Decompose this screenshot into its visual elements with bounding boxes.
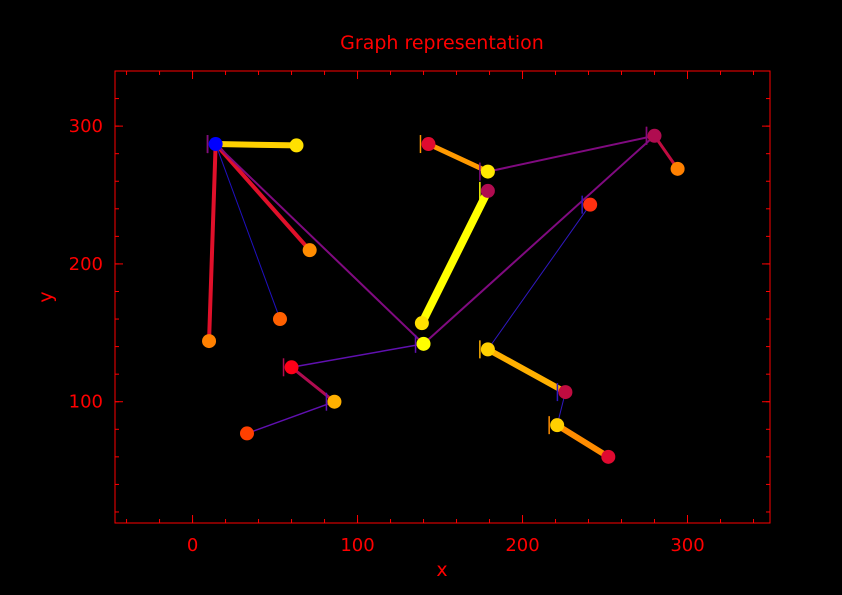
graph-nodes xyxy=(202,128,685,464)
graph-edge xyxy=(487,204,591,350)
graph-node xyxy=(670,161,685,176)
graph-node xyxy=(327,394,342,409)
graph-node xyxy=(414,316,429,331)
graph-edge xyxy=(422,134,656,345)
y-tick-label: 100 xyxy=(69,392,103,413)
y-axis-label: y xyxy=(35,291,57,302)
graph-edge xyxy=(246,400,336,435)
graph-edge xyxy=(213,142,312,253)
graph-node xyxy=(208,137,223,152)
graph-edge xyxy=(207,142,218,344)
graph-edge xyxy=(215,143,281,320)
graph-node xyxy=(601,449,616,464)
graph-edge xyxy=(290,365,336,404)
chart-title: Graph representation xyxy=(340,32,544,54)
y-tick-label: 200 xyxy=(69,254,103,275)
graph-node xyxy=(202,334,217,349)
graph-node xyxy=(421,137,436,152)
graph-edge xyxy=(425,141,491,175)
graph-edge xyxy=(417,186,492,328)
graph-edge xyxy=(484,346,569,396)
graph-node xyxy=(550,418,565,433)
graph-edge xyxy=(214,143,425,345)
graph-edge xyxy=(486,134,656,173)
graph-node xyxy=(558,385,573,400)
graph-node xyxy=(647,128,662,143)
x-tick-label: 100 xyxy=(340,535,374,556)
axis-ticks: 0 100 200 300 100 200 300 xyxy=(69,70,770,556)
x-tick-label: 300 xyxy=(670,535,704,556)
y-tick-label: 300 xyxy=(69,116,103,137)
graph-node xyxy=(480,183,495,198)
graph-node xyxy=(272,312,287,327)
graph-edge xyxy=(554,422,612,460)
graph-edge xyxy=(212,141,300,149)
x-axis-label: x xyxy=(436,559,447,581)
graph-node xyxy=(289,138,304,153)
graph-node xyxy=(239,426,254,441)
graph-edge xyxy=(290,343,425,369)
x-tick-label: 200 xyxy=(505,535,539,556)
plot-frame xyxy=(114,70,771,524)
graph-node xyxy=(416,336,431,351)
graph-node xyxy=(583,197,598,212)
graph-edges xyxy=(206,126,680,460)
x-tick-label: 0 xyxy=(187,535,198,556)
graph-node xyxy=(284,360,299,375)
graph-node xyxy=(480,164,495,179)
graph-node xyxy=(302,243,317,258)
graph-node xyxy=(480,342,495,357)
